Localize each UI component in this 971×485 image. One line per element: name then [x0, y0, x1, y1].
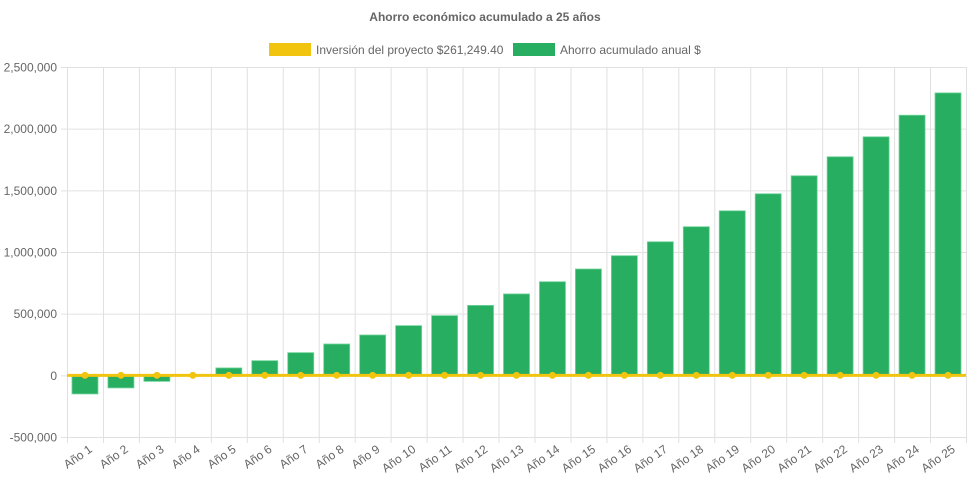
legend-item[interactable]: Ahorro acumulado anual $	[513, 43, 701, 57]
legend-swatch	[269, 43, 311, 56]
chart-title: Ahorro económico acumulado a 25 años	[369, 10, 601, 24]
line-point	[584, 371, 592, 379]
x-tick-label: Año 15	[559, 442, 598, 475]
line-point	[225, 371, 233, 379]
line-point	[548, 371, 556, 379]
x-tick-label: Año 20	[739, 442, 778, 475]
y-tick-label: 0	[50, 369, 57, 383]
bar	[934, 92, 962, 376]
y-tick-label: 2,500,000	[4, 61, 58, 75]
x-tick-label: Año 16	[595, 442, 634, 475]
line-point	[117, 371, 125, 379]
y-tick-label: -500,000	[10, 431, 58, 445]
line-point	[297, 371, 305, 379]
line-point	[944, 371, 952, 379]
bar	[790, 175, 818, 376]
line-series	[67, 371, 966, 379]
x-tick-label: Año 11	[416, 442, 455, 475]
x-tick-label: Año 18	[667, 442, 706, 475]
legend-label: Inversión del proyecto $261,249.40	[316, 43, 504, 57]
line-point	[441, 371, 449, 379]
x-tick-label: Año 2	[97, 442, 131, 472]
bar-series	[71, 92, 962, 395]
x-tick-label: Año 19	[703, 442, 742, 475]
bar	[467, 305, 494, 376]
line-point	[369, 371, 377, 379]
bar	[646, 241, 674, 376]
line-point	[189, 371, 197, 379]
legend-swatch	[513, 43, 555, 56]
x-tick-label: Año 25	[919, 442, 958, 475]
x-tick-label: Año 1	[61, 442, 95, 472]
line-point	[405, 371, 413, 379]
y-tick-label: 1,000,000	[4, 246, 58, 260]
x-tick-label: Año 12	[451, 442, 490, 475]
x-tick-label: Año 3	[133, 442, 167, 472]
line-point	[872, 371, 880, 379]
line-point	[728, 371, 736, 379]
bar	[754, 193, 782, 376]
line-point	[836, 371, 844, 379]
x-tick-label: Año 5	[205, 442, 239, 472]
x-tick-label: Año 17	[631, 442, 670, 475]
line-point	[477, 371, 485, 379]
x-tick-label: Año 14	[523, 442, 562, 475]
y-tick-label: 1,500,000	[4, 184, 58, 198]
x-tick-label: Año 9	[349, 442, 383, 472]
bar	[718, 210, 746, 376]
bar	[431, 315, 458, 376]
bar	[575, 268, 602, 376]
line-point	[261, 371, 269, 379]
bar	[826, 156, 854, 376]
bar	[862, 136, 890, 376]
legend-item[interactable]: Inversión del proyecto $261,249.40	[269, 43, 504, 57]
bar	[395, 325, 423, 376]
line-point	[800, 371, 808, 379]
line-point	[513, 371, 520, 379]
x-tick-label: Año 10	[379, 442, 418, 475]
line-point	[908, 371, 916, 379]
y-tick-label: 2,000,000	[4, 122, 58, 136]
line-point	[692, 371, 700, 379]
bar	[539, 281, 566, 376]
bar	[610, 255, 638, 376]
bar	[359, 334, 387, 376]
grid	[61, 67, 967, 443]
x-tick-label: Año 7	[277, 442, 311, 472]
legend[interactable]: Inversión del proyecto $261,249.40 Ahorro…	[269, 43, 701, 57]
y-axis: -500,000 0 500,000 1,000,000 1,500,000 2,000,…	[4, 61, 58, 445]
line-point	[656, 371, 664, 379]
x-tick-label: Año 6	[241, 442, 275, 472]
line-point	[764, 371, 772, 379]
bar	[898, 114, 926, 376]
line-point	[81, 371, 89, 379]
bar	[682, 226, 710, 376]
x-tick-label: Año 13	[487, 442, 526, 475]
x-axis: Año 1 Año 2 Año 3 Año 4 Año 5 Año 6 Año 7 Año 8…	[61, 442, 958, 475]
line-point	[620, 371, 628, 379]
x-tick-label: Año 22	[811, 442, 850, 475]
bar	[323, 343, 351, 376]
x-tick-label: Año 24	[883, 442, 922, 475]
x-tick-label: Año 23	[847, 442, 886, 475]
x-tick-label: Año 21	[775, 442, 814, 475]
x-tick-label: Año 4	[169, 442, 203, 472]
y-tick-label: 500,000	[14, 307, 58, 321]
line-point	[333, 371, 341, 379]
line-point	[153, 371, 161, 379]
legend-label: Ahorro acumulado anual $	[560, 43, 701, 57]
bar	[503, 293, 530, 376]
x-tick-label: Año 8	[313, 442, 347, 472]
